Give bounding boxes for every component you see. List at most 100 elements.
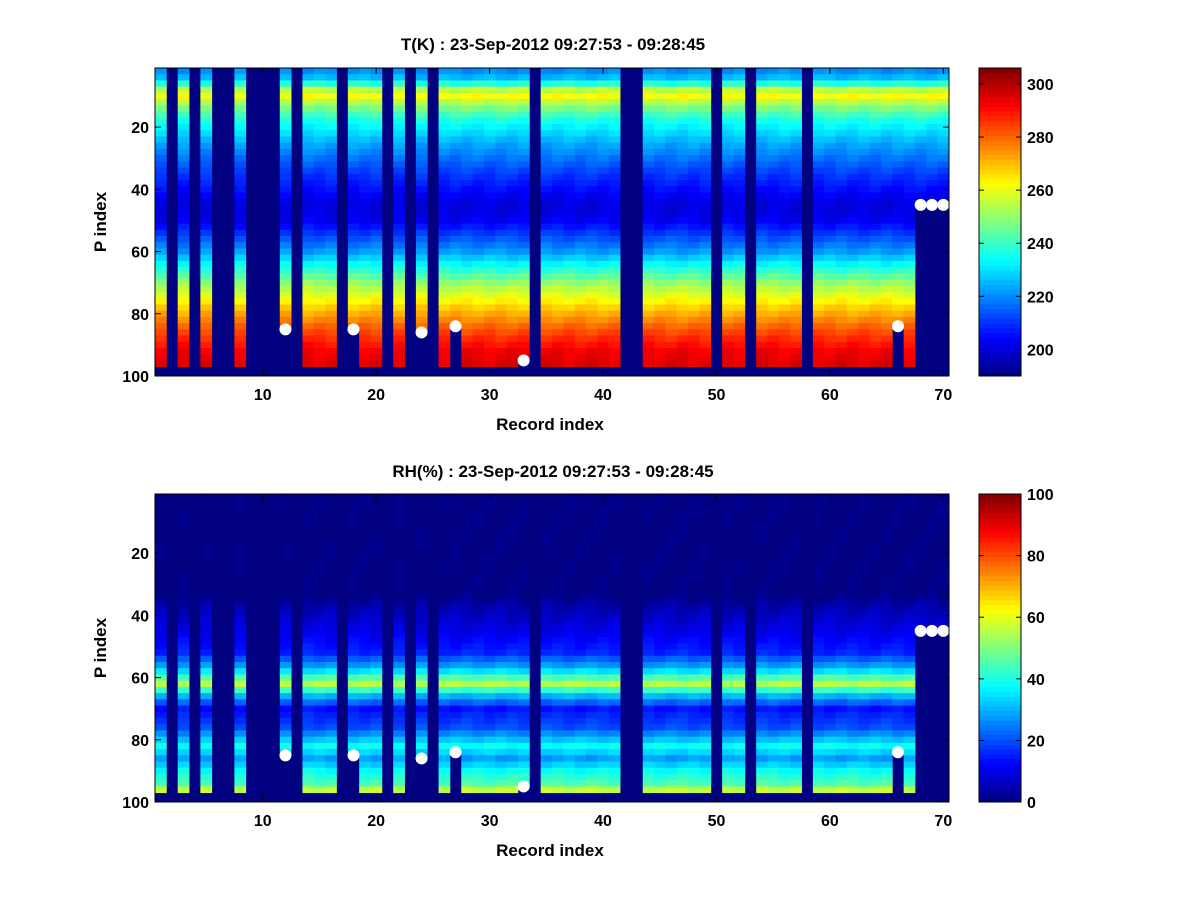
heatmap-cell bbox=[415, 500, 428, 507]
heatmap-cell bbox=[370, 593, 383, 601]
heatmap-cell bbox=[937, 92, 950, 100]
heatmap-cell bbox=[676, 581, 689, 588]
heatmap-cell bbox=[608, 124, 621, 131]
heatmap-cell bbox=[824, 786, 836, 794]
heatmap-cell bbox=[937, 136, 950, 144]
heatmap-cell bbox=[846, 649, 859, 657]
heatmap-cell bbox=[574, 562, 587, 570]
heatmap-cell bbox=[177, 543, 190, 551]
heatmap-cell bbox=[665, 260, 678, 268]
heatmap-cell bbox=[778, 360, 791, 368]
heatmap-cell bbox=[540, 198, 553, 206]
heatmap-cell bbox=[472, 655, 485, 663]
heatmap-cell bbox=[778, 229, 791, 237]
heatmap-cell bbox=[495, 674, 508, 682]
heatmap-cell bbox=[347, 273, 360, 280]
heatmap-cell bbox=[824, 618, 836, 626]
heatmap-cell bbox=[790, 229, 802, 237]
heatmap-cell bbox=[415, 136, 428, 144]
heatmap-cell bbox=[234, 223, 247, 231]
heatmap-cell bbox=[415, 74, 428, 81]
heatmap-cell bbox=[438, 348, 451, 355]
heatmap-cell bbox=[586, 786, 598, 794]
heatmap-cell bbox=[370, 587, 383, 594]
heatmap-cell bbox=[586, 742, 598, 750]
heatmap-cell bbox=[824, 655, 836, 663]
heatmap-cell bbox=[676, 655, 689, 663]
heatmap-cell bbox=[869, 693, 882, 700]
heatmap-cell bbox=[586, 556, 598, 563]
x-axis-label: Record index bbox=[496, 415, 604, 434]
heatmap-cell bbox=[835, 550, 848, 557]
heatmap-cell bbox=[676, 298, 689, 305]
heatmap-cell bbox=[688, 556, 700, 563]
heatmap-cell bbox=[563, 506, 576, 514]
heatmap-cell bbox=[449, 316, 462, 324]
heatmap-cell bbox=[642, 568, 655, 576]
heatmap-cell bbox=[778, 142, 791, 150]
heatmap-cell bbox=[200, 229, 213, 237]
heatmap-cell bbox=[517, 273, 530, 280]
heatmap-cell bbox=[676, 749, 689, 756]
heatmap-cell bbox=[722, 774, 734, 781]
heatmap-cell bbox=[302, 742, 315, 750]
heatmap-cell bbox=[347, 518, 360, 526]
heatmap-cell bbox=[654, 86, 666, 94]
heatmap-cell bbox=[200, 724, 213, 731]
heatmap-cell bbox=[756, 718, 768, 725]
heatmap-cell bbox=[642, 192, 655, 200]
heatmap-cell bbox=[858, 593, 870, 601]
heatmap-cell bbox=[812, 229, 825, 237]
heatmap-cell bbox=[517, 686, 530, 694]
heatmap-cell bbox=[415, 599, 428, 607]
heatmap-cell bbox=[279, 68, 292, 75]
heatmap-cell bbox=[892, 618, 905, 626]
heatmap-cell bbox=[347, 693, 360, 700]
heatmap-cell bbox=[835, 124, 848, 131]
heatmap-cell bbox=[313, 643, 326, 650]
heatmap-cell bbox=[722, 117, 734, 125]
heatmap-cell bbox=[733, 155, 746, 162]
heatmap-cell bbox=[393, 767, 405, 775]
heatmap-cell bbox=[722, 360, 734, 368]
heatmap-cell bbox=[608, 618, 621, 626]
heatmap-cell bbox=[642, 310, 655, 318]
heatmap-cell bbox=[563, 674, 576, 682]
heatmap-cell bbox=[302, 556, 315, 563]
heatmap-cell bbox=[483, 761, 496, 769]
heatmap-cell bbox=[177, 742, 190, 750]
heatmap-cell bbox=[903, 117, 916, 125]
heatmap-cell bbox=[903, 649, 916, 657]
heatmap-cell bbox=[552, 643, 564, 650]
heatmap-cell bbox=[642, 105, 655, 112]
heatmap-cell bbox=[234, 550, 247, 557]
heatmap-cell bbox=[778, 68, 791, 75]
heatmap-cell bbox=[415, 316, 428, 324]
heatmap-cell bbox=[438, 662, 451, 669]
record-column bbox=[347, 494, 360, 756]
heatmap-cell bbox=[869, 124, 882, 131]
heatmap-cell bbox=[733, 285, 746, 293]
heatmap-cell bbox=[597, 662, 610, 669]
heatmap-cell bbox=[767, 630, 780, 638]
heatmap-cell bbox=[824, 136, 836, 144]
heatmap-cell bbox=[756, 556, 768, 563]
heatmap-cell bbox=[563, 186, 576, 193]
heatmap-cell bbox=[234, 556, 247, 563]
heatmap-cell bbox=[846, 161, 859, 168]
record-column bbox=[155, 494, 167, 794]
heatmap-cell bbox=[608, 674, 621, 682]
x-tick-label: 30 bbox=[481, 387, 499, 404]
heatmap-cell bbox=[200, 329, 213, 336]
heatmap-cell bbox=[597, 348, 610, 355]
heatmap-cell bbox=[903, 298, 916, 305]
heatmap-cell bbox=[858, 298, 870, 305]
heatmap-cell bbox=[676, 148, 689, 156]
heatmap-cell bbox=[359, 124, 371, 131]
heatmap-cell bbox=[449, 643, 462, 650]
heatmap-cell bbox=[812, 148, 825, 156]
heatmap-cell bbox=[393, 668, 405, 675]
heatmap-cell bbox=[234, 693, 247, 700]
heatmap-cell bbox=[234, 618, 247, 626]
heatmap-cell bbox=[483, 148, 496, 156]
